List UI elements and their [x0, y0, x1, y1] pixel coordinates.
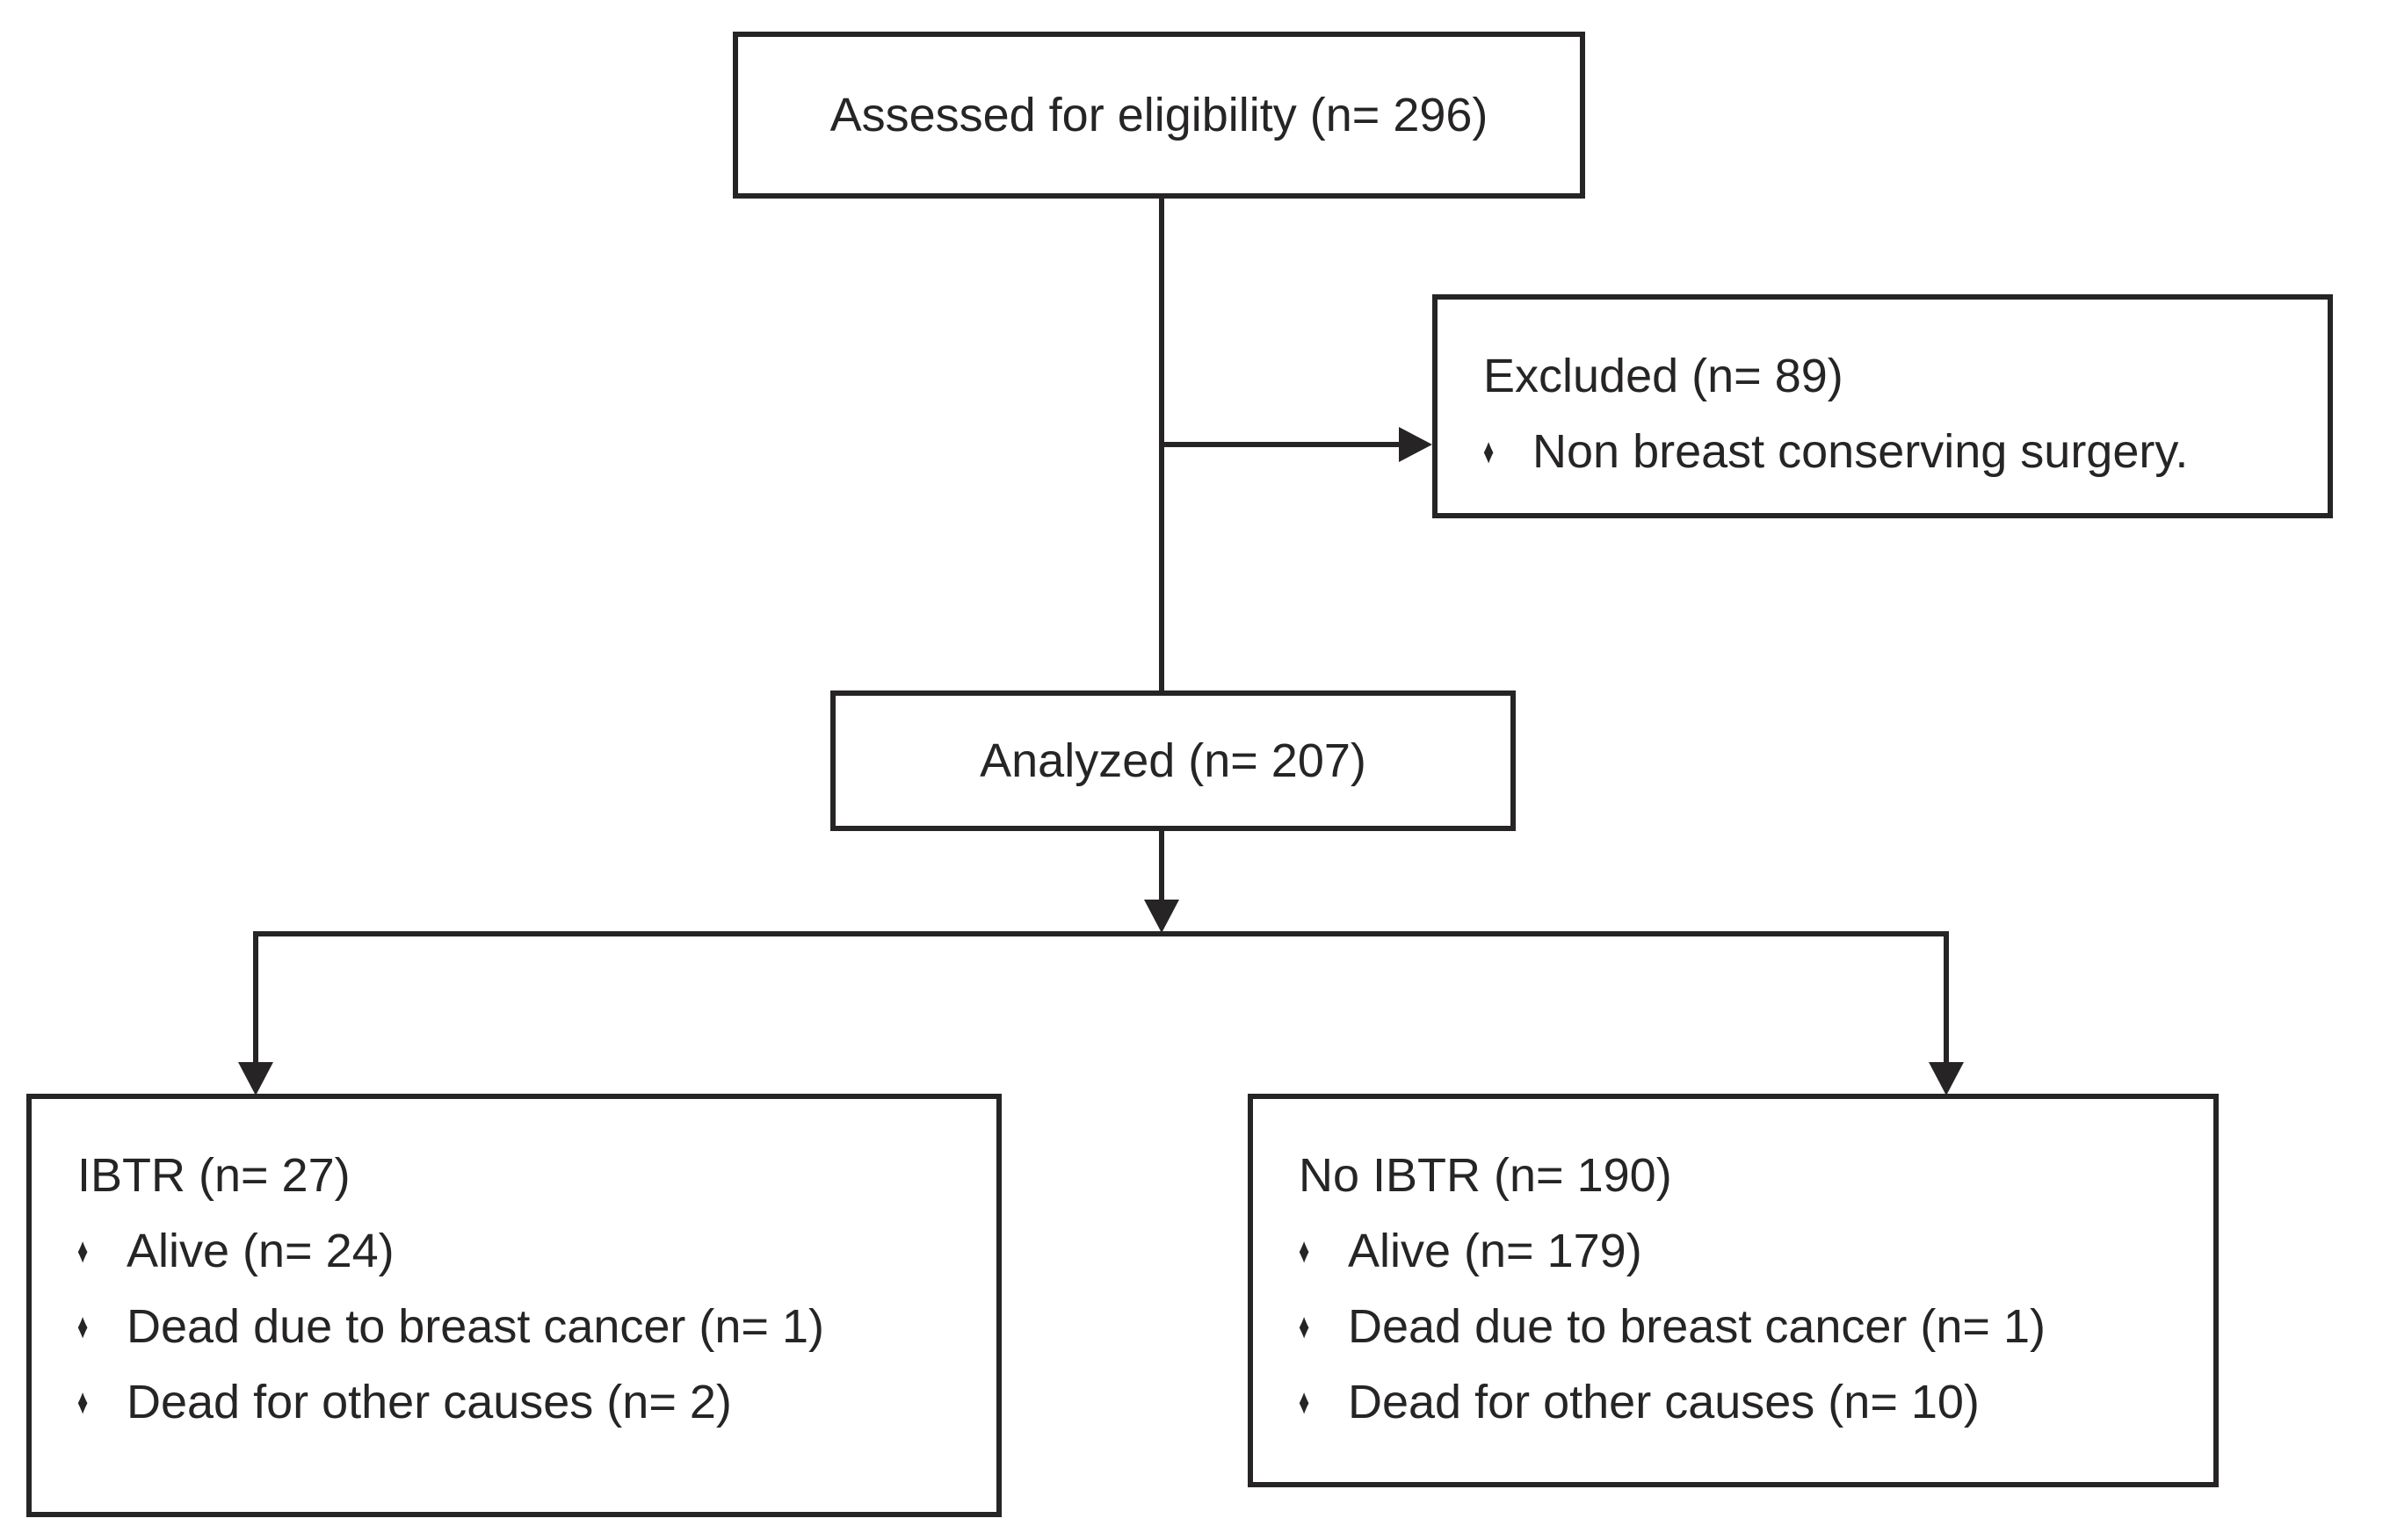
- arrow-down-icon: [1929, 1062, 1964, 1095]
- no-ibtr-item: ♦ Alive (n= 179): [1299, 1213, 2192, 1289]
- diamond-bullet-icon: ♦: [1299, 1306, 1310, 1346]
- excluded-title: Excluded (n= 89): [1483, 350, 1843, 402]
- ibtr-box: IBTR (n= 27) ♦ Alive (n= 24) ♦ Dead due …: [26, 1094, 1002, 1517]
- arrow-right-icon: [1399, 427, 1432, 462]
- connector-to-excluded: [1162, 442, 1404, 447]
- diamond-bullet-icon: ♦: [77, 1231, 89, 1270]
- assessed-box: Assessed for eligibility (n= 296): [733, 32, 1585, 199]
- diamond-bullet-icon: ♦: [1299, 1231, 1310, 1270]
- arrow-down-icon: [238, 1062, 273, 1095]
- analyzed-box: Analyzed (n= 207): [830, 690, 1516, 831]
- analyzed-label: Analyzed (n= 207): [980, 734, 1366, 787]
- ibtr-item-label: Dead due to breast cancer (n= 1): [127, 1300, 824, 1353]
- diamond-bullet-icon: ♦: [77, 1306, 89, 1346]
- ibtr-title: IBTR (n= 27): [77, 1149, 351, 1202]
- ibtr-item: ♦ Alive (n= 24): [77, 1213, 975, 1289]
- assessed-label: Assessed for eligibility (n= 296): [829, 89, 1488, 141]
- diamond-bullet-icon: ♦: [1299, 1382, 1310, 1421]
- ibtr-item-label: Dead for other causes (n= 2): [127, 1376, 732, 1428]
- ibtr-item: ♦ Dead due to breast cancer (n= 1): [77, 1289, 975, 1364]
- ibtr-item: ♦ Dead for other causes (n= 2): [77, 1364, 975, 1440]
- connector-branch-to-ibtr: [253, 931, 258, 1065]
- excluded-item-label: Non breast conserving surgery.: [1532, 425, 2189, 478]
- excluded-box: Excluded (n= 89) ♦ Non breast conserving…: [1432, 294, 2333, 518]
- ibtr-item-label: Alive (n= 24): [127, 1225, 395, 1277]
- diamond-bullet-icon: ♦: [77, 1382, 89, 1421]
- no-ibtr-item-label: Dead due to breast cancer (n= 1): [1348, 1300, 2046, 1353]
- no-ibtr-item: ♦ Dead for other causes (n= 10): [1299, 1364, 2192, 1440]
- connector-branch-to-no-ibtr: [1944, 931, 1949, 1065]
- branch-line: [253, 931, 1949, 936]
- no-ibtr-item: ♦ Dead due to breast cancer (n= 1): [1299, 1289, 2192, 1364]
- diamond-bullet-icon: ♦: [1483, 431, 1495, 471]
- connector-analyzed-to-branch: [1159, 828, 1164, 905]
- arrow-down-icon: [1144, 900, 1179, 933]
- no-ibtr-item-label: Dead for other causes (n= 10): [1348, 1376, 1980, 1428]
- no-ibtr-item-label: Alive (n= 179): [1348, 1225, 1642, 1277]
- no-ibtr-title: No IBTR (n= 190): [1299, 1149, 1672, 1202]
- no-ibtr-box: No IBTR (n= 190) ♦ Alive (n= 179) ♦ Dead…: [1248, 1094, 2219, 1487]
- excluded-item: ♦ Non breast conserving surgery.: [1483, 414, 2307, 489]
